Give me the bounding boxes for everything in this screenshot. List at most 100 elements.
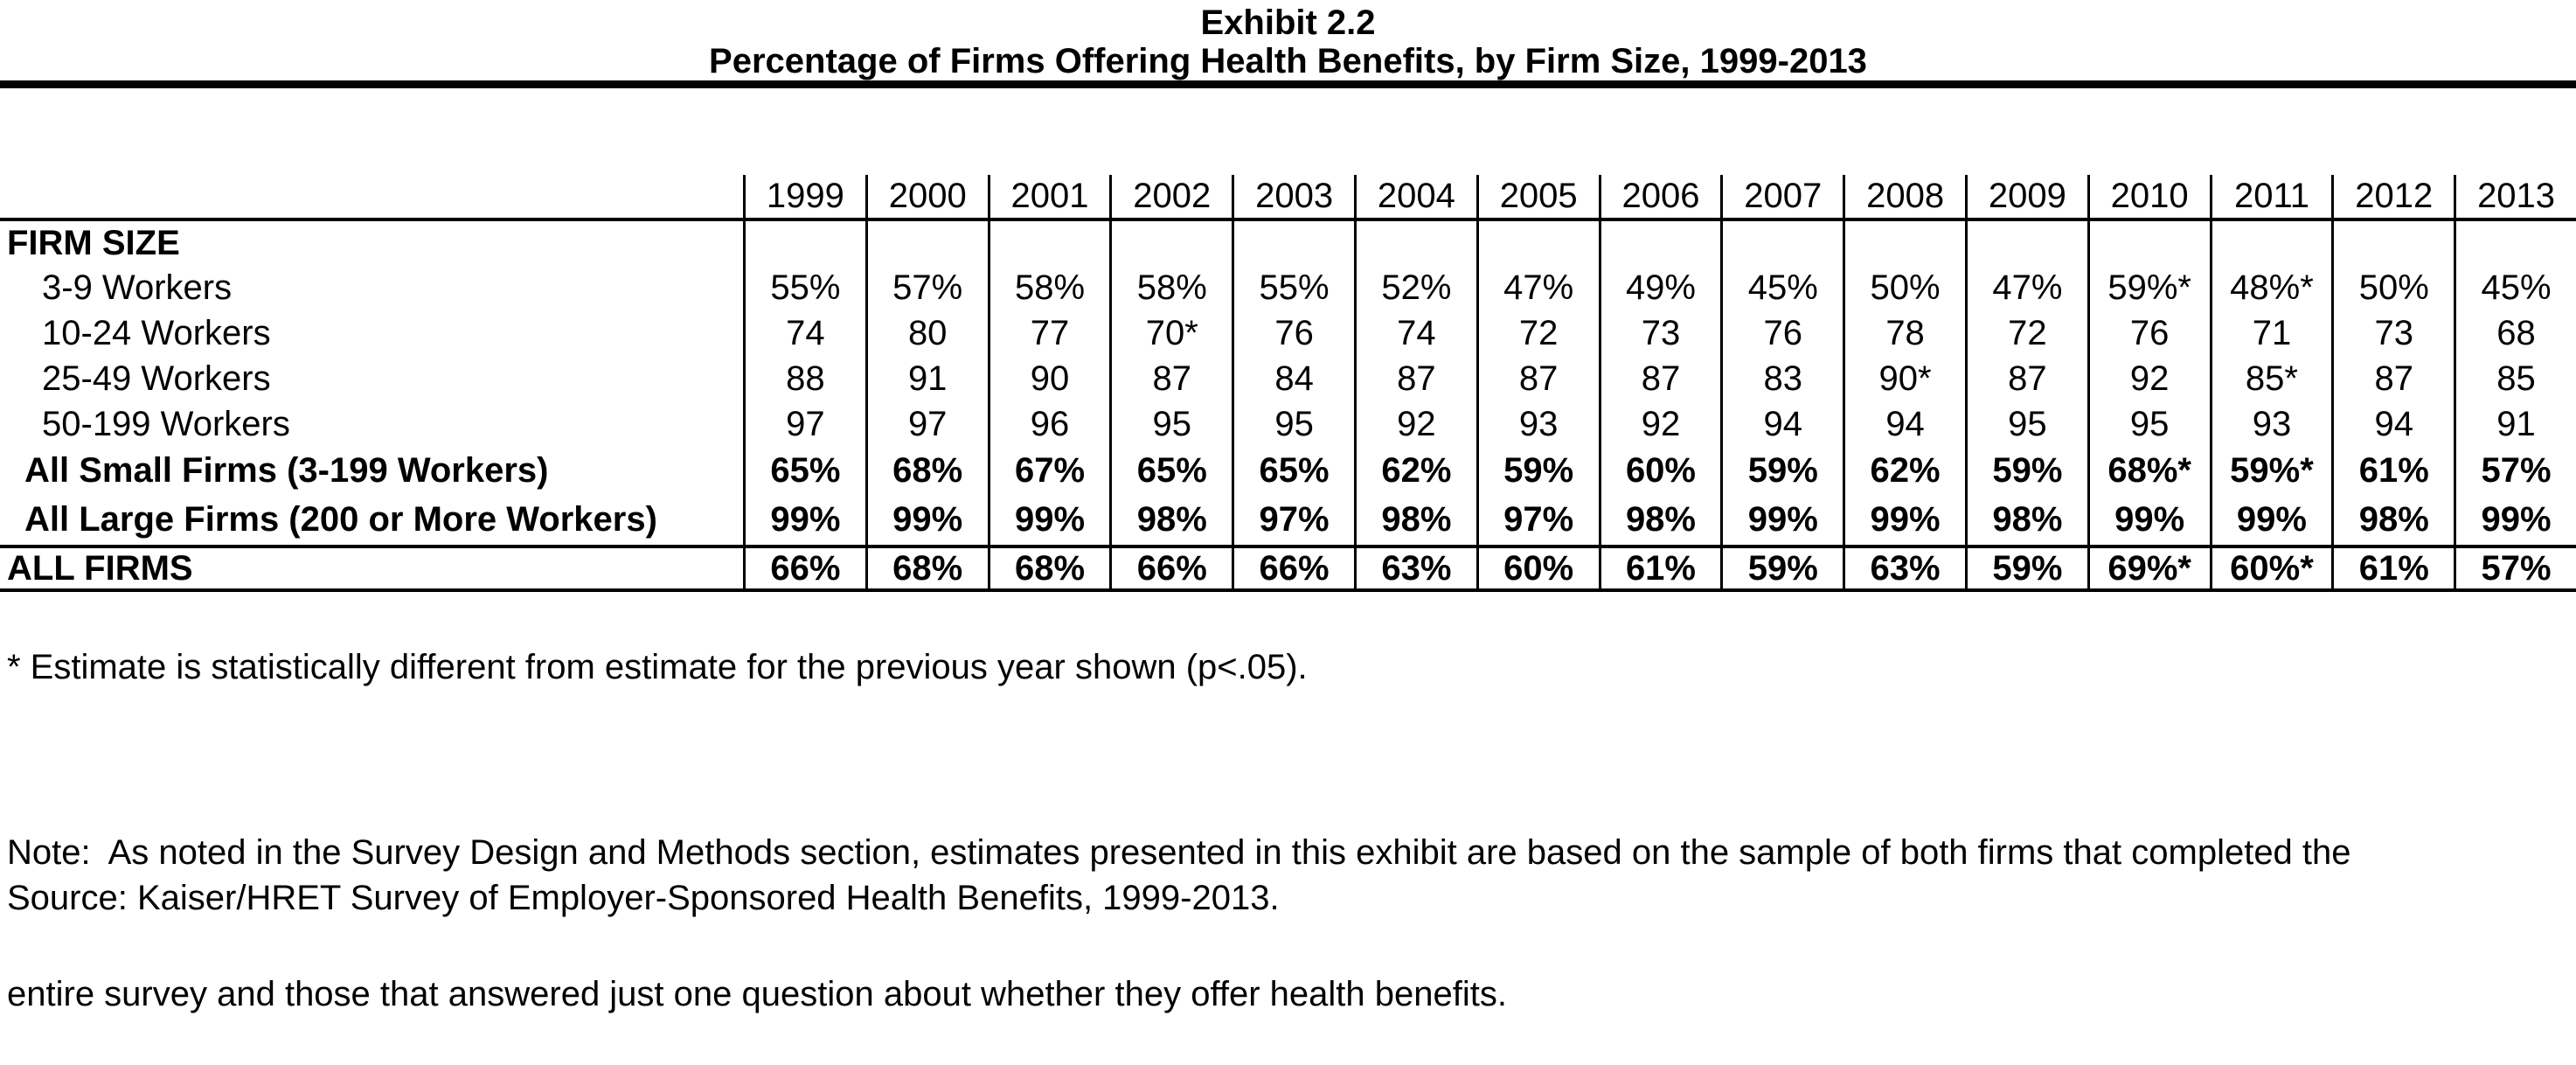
table-cell: 66%: [1234, 548, 1357, 588]
table-cell: 59%: [1968, 447, 2090, 494]
table-row-25-49-workers: 25-49 Workers 88 91 90 87 84 87 87 87 83 90* 87 92 8…: [0, 356, 2576, 401]
table-cell: 94: [1723, 401, 1846, 447]
table-cell: 65%: [1112, 447, 1235, 494]
table-cell: [2090, 221, 2212, 265]
table-cell: 87: [1601, 356, 1724, 401]
table-cell: 66%: [746, 548, 868, 588]
table-cell: 76: [1723, 310, 1846, 356]
table-cell: 61%: [2334, 447, 2457, 494]
exhibit-number: Exhibit 2.2: [1200, 3, 1376, 42]
table-cell: 45%: [2481, 268, 2552, 307]
table-cell: [1723, 221, 1846, 265]
table-cell: 68%: [868, 548, 990, 588]
row-label: All Large Firms (200 or More Workers): [0, 494, 746, 545]
table-cell: 93: [1479, 401, 1601, 447]
table-cell: 57%: [2481, 548, 2552, 588]
year-header: 2002: [1112, 175, 1235, 218]
table-cell: [1234, 221, 1357, 265]
table-cell: [1479, 221, 1601, 265]
year-header: 2001: [990, 175, 1113, 218]
table-cell: 45%: [1723, 265, 1846, 310]
table-cell: 63%: [1357, 548, 1479, 588]
row-label: 3-9 Workers: [0, 265, 746, 310]
table-cell: 74: [1357, 310, 1479, 356]
table-cell: 76: [1234, 310, 1357, 356]
year-header: 2005: [1479, 175, 1601, 218]
title-divider-rule: [0, 80, 2576, 88]
table-cell: 50%: [2334, 265, 2457, 310]
table-cell: 62%: [1845, 447, 1968, 494]
table-cell: 91: [868, 356, 990, 401]
table-cell: 95: [1112, 401, 1235, 447]
table-cell: 91: [2496, 404, 2536, 443]
year-header: 2000: [868, 175, 990, 218]
table-row-all-firms: ALL FIRMS 66% 68% 68% 66% 66% 63% 60% 61% 59% 63%…: [0, 545, 2576, 592]
table-cell: 68: [2496, 313, 2536, 352]
table-cell: 74: [746, 310, 868, 356]
row-label: 10-24 Workers: [0, 310, 746, 356]
table-cell: 83: [1723, 356, 1846, 401]
table-cell: 66%: [1112, 548, 1235, 588]
table-cell: 58%: [990, 265, 1113, 310]
table-cell: 99%: [2212, 494, 2335, 545]
table-row-firm-size: FIRM SIZE: [0, 221, 2576, 265]
row-label: 25-49 Workers: [0, 356, 746, 401]
methods-note-line-1: Note: As noted in the Survey Design and …: [7, 833, 2351, 872]
table-row-3-9-workers: 3-9 Workers 55% 57% 58% 58% 55% 52% 47% 49% 45% 5…: [0, 265, 2576, 310]
year-header: 2007: [1723, 175, 1846, 218]
table-cell: 59%: [1479, 447, 1601, 494]
table-cell: [2334, 221, 2457, 265]
table-cell: 92: [2090, 356, 2212, 401]
table-cell: [2212, 221, 2335, 265]
table-cell: 59%: [1723, 548, 1846, 588]
table-cell: 87: [1357, 356, 1479, 401]
table-cell: 72: [1968, 310, 2090, 356]
table-cell: 69%*: [2090, 548, 2212, 588]
corner-cell: [0, 175, 746, 218]
table-cell: 94: [2334, 401, 2457, 447]
table-row-10-24-workers: 10-24 Workers 74 80 77 70* 76 74 72 73 76 78 72 76 7…: [0, 310, 2576, 356]
table-cell: 88: [746, 356, 868, 401]
table-cell: [1968, 221, 2090, 265]
table-cell: 98%: [1968, 494, 2090, 545]
table-cell: 57%: [868, 265, 990, 310]
year-header: 2013: [2477, 177, 2556, 215]
table-cell: 73: [1601, 310, 1724, 356]
table-cell: 60%*: [2212, 548, 2335, 588]
table-cell: 55%: [1234, 265, 1357, 310]
table-cell: 87: [2334, 356, 2457, 401]
table-cell: 70*: [1112, 310, 1235, 356]
table-cell: 99%: [1845, 494, 1968, 545]
table-cell: 94: [1845, 401, 1968, 447]
table-cell: 61%: [1601, 548, 1724, 588]
table-cell: [990, 221, 1113, 265]
table-cell: 68%*: [2090, 447, 2212, 494]
table-cell: 73: [2334, 310, 2457, 356]
year-header: 2012: [2334, 175, 2457, 218]
table-cell: 47%: [1968, 265, 2090, 310]
row-label: 50-199 Workers: [0, 401, 746, 447]
source-line: Source: Kaiser/HRET Survey of Employer-S…: [7, 879, 1280, 917]
table-cell: 61%: [2334, 548, 2457, 588]
statistical-footnote: * Estimate is statistically different fr…: [7, 648, 1308, 686]
table-cell: 49%: [1601, 265, 1724, 310]
year-header-row: 1999 2000 2001 2002 2003 2004 2005 2006 …: [0, 175, 2576, 221]
table-cell: 95: [2090, 401, 2212, 447]
year-header: 2008: [1845, 175, 1968, 218]
table-cell: 93: [2212, 401, 2335, 447]
table-cell: 97: [746, 401, 868, 447]
table-cell: 47%: [1479, 265, 1601, 310]
table-cell: 92: [1601, 401, 1724, 447]
methods-note-line-2: entire survey and those that answered ju…: [7, 975, 1507, 1013]
table-cell: 97%: [1479, 494, 1601, 545]
table-cell: 87: [1479, 356, 1601, 401]
table-cell: 71: [2212, 310, 2335, 356]
table-row-50-199-workers: 50-199 Workers 97 97 96 95 95 92 93 92 94 94 95 95 9…: [0, 401, 2576, 447]
table-cell: 50%: [1845, 265, 1968, 310]
table-cell: 78: [1845, 310, 1968, 356]
table-cell: 99%: [868, 494, 990, 545]
table-cell: 68%: [990, 548, 1113, 588]
table-cell: 59%*: [2212, 447, 2335, 494]
table-cell: 59%*: [2090, 265, 2212, 310]
table-cell: 52%: [1357, 265, 1479, 310]
